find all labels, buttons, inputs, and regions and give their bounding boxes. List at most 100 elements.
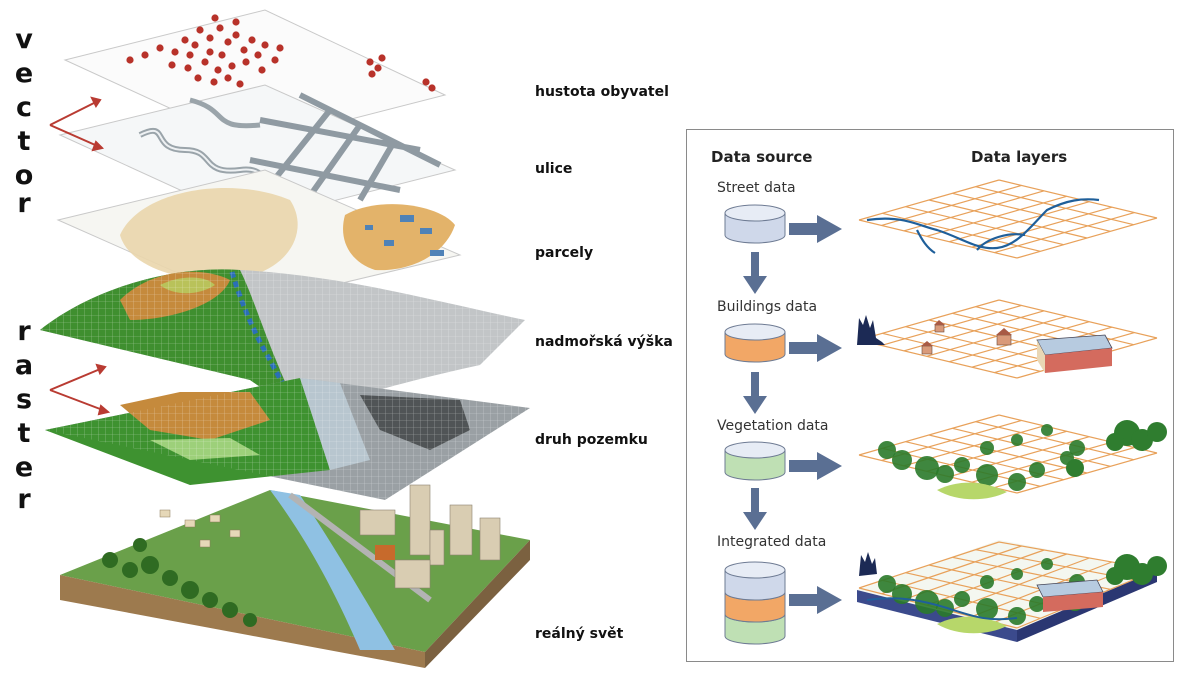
meadow-patch	[937, 616, 1007, 634]
population-point	[181, 36, 189, 44]
cylinder-body	[724, 569, 786, 601]
population-point	[242, 58, 250, 66]
tree-crown	[1147, 556, 1167, 576]
vegetation-shapes	[878, 420, 1167, 500]
population-point	[224, 38, 232, 46]
population-point	[261, 41, 269, 49]
parcels-layer	[56, 169, 462, 306]
raster-letter: t	[17, 418, 31, 449]
vegetation-blob	[1029, 462, 1045, 478]
population-point	[201, 58, 209, 66]
population-point	[191, 41, 199, 49]
layer-label-real-world: reálný svět	[535, 626, 624, 642]
grid-line	[903, 190, 1045, 232]
population-points	[126, 14, 436, 92]
source-label-integrated: Integrated data	[717, 534, 827, 550]
population-point	[171, 48, 179, 56]
cylinder-body	[724, 591, 786, 623]
population-point	[276, 44, 284, 52]
cylinder-top	[724, 204, 786, 222]
population-point	[206, 34, 214, 42]
flow-arrows	[743, 215, 842, 614]
population-density-layer	[63, 9, 447, 146]
land-cover-layer	[45, 378, 530, 500]
raster-letter: a	[14, 350, 34, 381]
source-label-street: Street data	[717, 180, 796, 196]
vegetation-blob	[976, 464, 998, 486]
street-layer-grid	[858, 179, 1158, 259]
vegetation-blob	[1029, 596, 1045, 612]
grid-line	[1016, 217, 1158, 259]
grid-line	[998, 414, 1158, 454]
cylinder-top	[724, 561, 786, 579]
grid-line	[882, 332, 1041, 372]
vector-letter: v	[15, 24, 33, 55]
vector-letter: o	[14, 160, 34, 191]
population-point	[168, 61, 176, 69]
population-point	[214, 66, 222, 74]
cylinder-top	[724, 323, 786, 341]
grid-line	[949, 201, 1090, 243]
grid-line	[882, 212, 1041, 252]
vector-letter: c	[15, 92, 32, 123]
tree-crown	[1147, 422, 1167, 442]
street-lines	[866, 198, 1100, 254]
cylinder-top	[724, 441, 786, 459]
real-world-block	[60, 484, 530, 668]
grid-line	[858, 219, 1018, 259]
down-arrow	[743, 372, 767, 414]
grid-line	[858, 339, 1018, 379]
buildings-database-icon	[724, 323, 786, 363]
source-label-vegetation: Vegetation data	[717, 418, 829, 434]
population-point	[366, 58, 374, 66]
raster-letter: s	[15, 384, 33, 415]
tree-crown	[1106, 567, 1124, 585]
grid-line	[881, 184, 1022, 227]
source-label-buildings: Buildings data	[717, 299, 818, 315]
grid-line	[949, 436, 1090, 478]
population-point	[232, 31, 240, 39]
cylinder-body	[724, 613, 786, 645]
down-arrow	[743, 252, 767, 294]
grid-line	[926, 195, 1067, 237]
population-point	[184, 64, 192, 72]
layer-label-streets: ulice	[535, 161, 573, 177]
population-point	[240, 46, 248, 54]
population-point	[428, 84, 436, 92]
vegetation-blob	[1011, 434, 1023, 446]
integrated-database-icon	[724, 561, 786, 645]
population-point	[211, 14, 219, 22]
vegetation-blob	[1008, 607, 1026, 625]
cylinder-body	[724, 212, 786, 244]
grid-line	[975, 306, 1134, 346]
grid-line	[1016, 452, 1158, 494]
grid-line	[928, 434, 1088, 474]
population-point	[218, 51, 226, 59]
streets-layer	[58, 84, 457, 223]
population-point	[378, 54, 386, 62]
vegetation-blob	[936, 465, 954, 483]
vector-bracket-arrows	[49, 96, 104, 152]
street-line	[866, 597, 1018, 621]
population-point	[224, 74, 232, 82]
vegetation-blob	[980, 575, 994, 589]
population-point	[258, 66, 266, 74]
population-point	[156, 44, 164, 52]
vegetation-blob	[976, 598, 998, 620]
raster-letter: e	[14, 452, 34, 483]
grid-line	[952, 192, 1111, 232]
grid-line	[952, 427, 1111, 467]
vegetation-blob	[1069, 440, 1085, 456]
right-arrow	[789, 334, 842, 362]
data-layers-illustration	[724, 179, 1167, 645]
factory-shape	[859, 552, 877, 576]
data-layers-header: Data layers	[971, 148, 1068, 166]
vegetation-blob	[954, 591, 970, 607]
vegetation-blob	[892, 450, 912, 470]
population-point	[248, 36, 256, 44]
layer-label-population: hustota obyvatel	[535, 84, 669, 100]
tree-crown	[1106, 433, 1124, 451]
population-point	[186, 51, 194, 59]
vegetation-blob	[1008, 473, 1026, 491]
meadow-patch	[937, 482, 1007, 500]
